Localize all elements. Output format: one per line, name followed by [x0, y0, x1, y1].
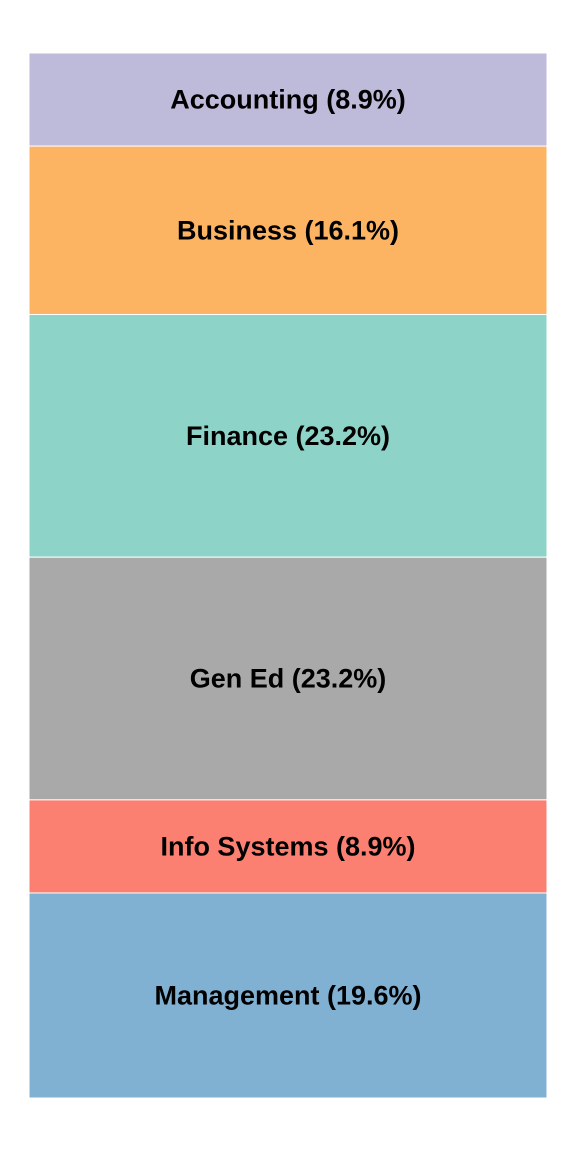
bar-segment-finance: [28, 314, 548, 558]
segment-label-accounting: Accounting (8.9%): [170, 85, 406, 115]
segment-label-management: Management (19.6%): [154, 980, 421, 1010]
segment-label-finance: Finance (23.2%): [186, 421, 390, 451]
bar-segment-info-systems: [28, 799, 548, 894]
segment-label-info-systems: Info Systems (8.9%): [160, 831, 415, 861]
segment-labels: Accounting (8.9%) Business (16.1%) Finance…: [154, 85, 421, 1011]
bar-segment-management: [28, 892, 548, 1099]
bar-segment-accounting: [28, 52, 548, 147]
bar-segment-business: [28, 145, 548, 316]
bar-segment-gen-ed: [28, 556, 548, 801]
segment-label-business: Business (16.1%): [177, 215, 399, 245]
bar-segments: [28, 52, 548, 1099]
segment-label-gen-ed: Gen Ed (23.2%): [190, 664, 387, 694]
